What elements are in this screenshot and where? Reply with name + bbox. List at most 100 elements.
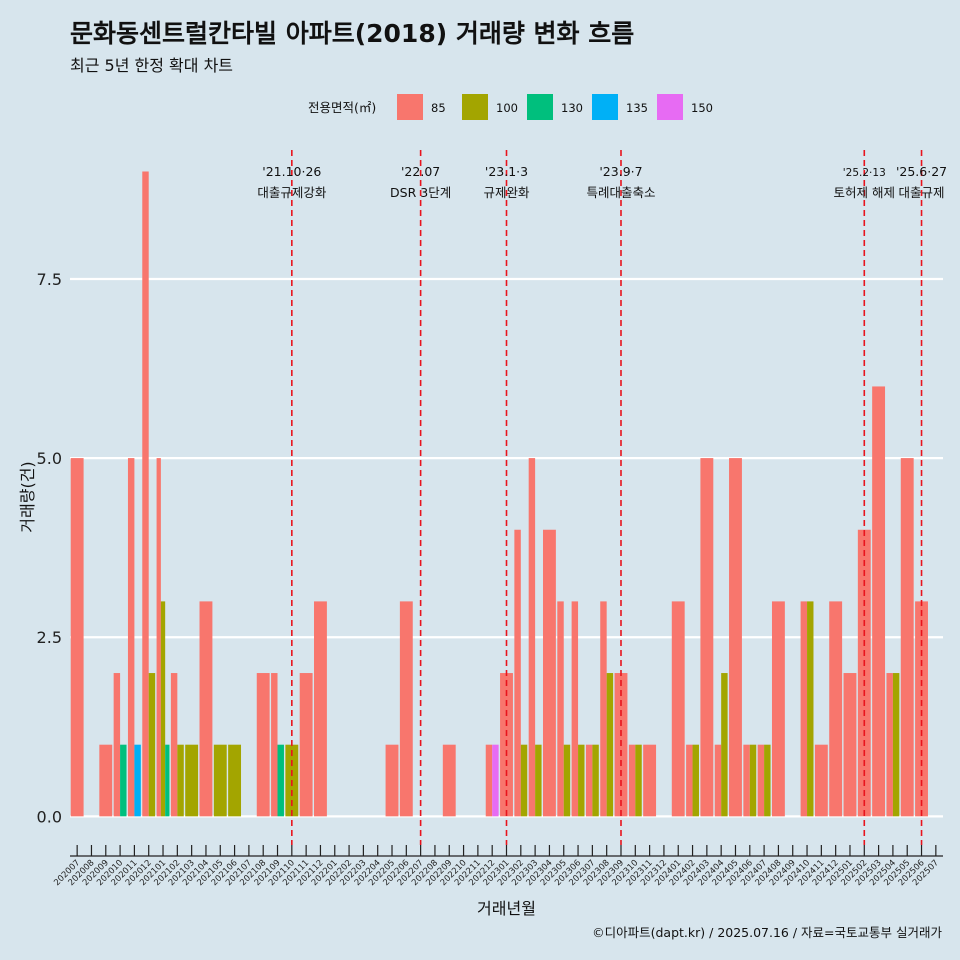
- bar-85-202101: [156, 458, 161, 817]
- bar-85-202401: [671, 601, 685, 817]
- bar-100-202306: [578, 744, 585, 817]
- bar-85-202408: [771, 601, 785, 817]
- bar-100-202102: [177, 744, 184, 817]
- bar-85-202009: [99, 744, 113, 817]
- bar-85-202504: [886, 673, 893, 817]
- bar-85-202307: [585, 744, 593, 817]
- bar-85-202108: [256, 673, 270, 817]
- bar-85-202402: [686, 744, 693, 817]
- bars: [70, 171, 928, 817]
- event-label: DSR 3단계: [390, 185, 451, 200]
- y-tick-label: 7.5: [37, 270, 62, 289]
- bar-85-202304: [542, 529, 556, 817]
- bar-85-202104: [199, 601, 213, 817]
- bar-85-202404: [714, 744, 722, 817]
- event-date-label: '25.2·13: [843, 167, 886, 179]
- y-tick-label: 0.0: [37, 807, 62, 826]
- bar-85-202506: [915, 601, 928, 817]
- bar-85-202010: [113, 673, 121, 817]
- bar-85-202310: [628, 744, 636, 817]
- bar-85-202501: [843, 673, 857, 817]
- bar-130-202101: [165, 744, 170, 817]
- x-axis: 2020072020082020092020102020112020122021…: [52, 845, 943, 888]
- bar-100-202302: [520, 744, 528, 817]
- bar-85-202102: [170, 673, 178, 817]
- bar-85-202503: [872, 386, 886, 817]
- bar-100-202404: [721, 673, 728, 817]
- legend-swatch-85: [397, 94, 423, 120]
- bar-85-202403: [700, 458, 714, 817]
- y-tick-label: 2.5: [37, 628, 62, 647]
- bar-150-202212: [492, 744, 499, 817]
- event-date-label: '22.07: [401, 164, 440, 179]
- event-label: 토허제 해제: [834, 185, 895, 200]
- legend-swatch-100: [462, 94, 488, 120]
- legend: 전용면적(㎡) 85 100 130 135 150: [308, 94, 713, 120]
- event-label: 대출규제: [899, 185, 945, 200]
- y-axis-title: 거래량(건): [18, 461, 37, 532]
- bar-100-202406: [749, 744, 757, 817]
- bar-85-202111: [299, 673, 313, 817]
- bar-100-202101: [160, 601, 166, 817]
- legend-swatch-150: [657, 94, 683, 120]
- bar-85-202012: [142, 171, 149, 817]
- bar-85-202405: [729, 458, 742, 817]
- bar-85-202306: [571, 601, 579, 817]
- legend-label-135: 135: [626, 101, 648, 115]
- bar-85-202505: [900, 458, 914, 817]
- bar-85-202209: [442, 744, 456, 817]
- legend-label-150: 150: [691, 101, 713, 115]
- bar-100-202305: [563, 744, 571, 817]
- legend-label-100: 100: [496, 101, 518, 115]
- bar-100-202106: [228, 744, 242, 817]
- bar-100-202308: [606, 673, 614, 817]
- x-axis-title: 거래년월: [477, 899, 536, 918]
- legend-label-130: 130: [561, 101, 583, 115]
- event-label: 규제완화: [483, 185, 530, 200]
- bar-130-202109: [277, 744, 284, 817]
- bar-100-202402: [692, 744, 699, 817]
- bar-85-202007: [70, 458, 84, 817]
- y-tick-label: 5.0: [37, 449, 62, 468]
- bar-85-202407: [757, 744, 765, 817]
- legend-swatch-130: [527, 94, 553, 120]
- event-date-label: '21.10·26: [262, 164, 321, 179]
- chart-title: 문화동센트럴칸타빌 아파트(2018) 거래량 변화 흐름: [70, 19, 635, 48]
- event-annotations: '21.10·26 대출규제강화 '22.07 DSR 3단계 '23.1·3 규제완화 '…: [257, 150, 947, 845]
- bar-85-202212: [485, 744, 493, 817]
- bar-85-202411: [814, 744, 828, 817]
- bar-100-202105: [213, 744, 227, 817]
- bar-130-202010: [120, 744, 127, 817]
- event-date-label: '25.6·27: [896, 164, 947, 179]
- event-label: 특례대출축소: [586, 185, 655, 200]
- bar-85-202011: [127, 458, 135, 817]
- bar-135-202011: [134, 744, 141, 817]
- bar-85-202205: [385, 744, 399, 817]
- bar-85-202410: [800, 601, 808, 817]
- bar-85-202311: [643, 744, 657, 817]
- bar-85-202305: [557, 601, 564, 817]
- legend-title: 전용면적(㎡): [308, 100, 376, 115]
- bar-85-202206: [399, 601, 413, 817]
- bar-100-202103: [185, 744, 199, 817]
- event-date-label: '23.1·3: [485, 164, 528, 179]
- bar-85-202406: [743, 744, 750, 817]
- legend-label-85: 85: [431, 101, 446, 115]
- bar-100-202407: [764, 744, 771, 817]
- bar-85-202308: [600, 601, 607, 817]
- source-caption: ©디아파트(dapt.kr) / 2025.07.16 / 자료=국토교통부 실…: [592, 925, 942, 940]
- event-date-label: '23.9·7: [599, 164, 642, 179]
- bar-85-202303: [528, 458, 536, 817]
- bar-100-202307: [592, 744, 599, 817]
- legend-swatch-135: [592, 94, 618, 120]
- event-label: 대출규제강화: [257, 185, 327, 200]
- bar-100-202410: [807, 601, 814, 817]
- bar-85-202412: [829, 601, 843, 817]
- chart-subtitle: 최근 5년 한정 확대 차트: [70, 56, 234, 75]
- bar-85-202109: [271, 673, 278, 817]
- bar-100-202012: [148, 673, 156, 817]
- bar-85-202302: [514, 529, 521, 817]
- bar-100-202504: [892, 673, 900, 817]
